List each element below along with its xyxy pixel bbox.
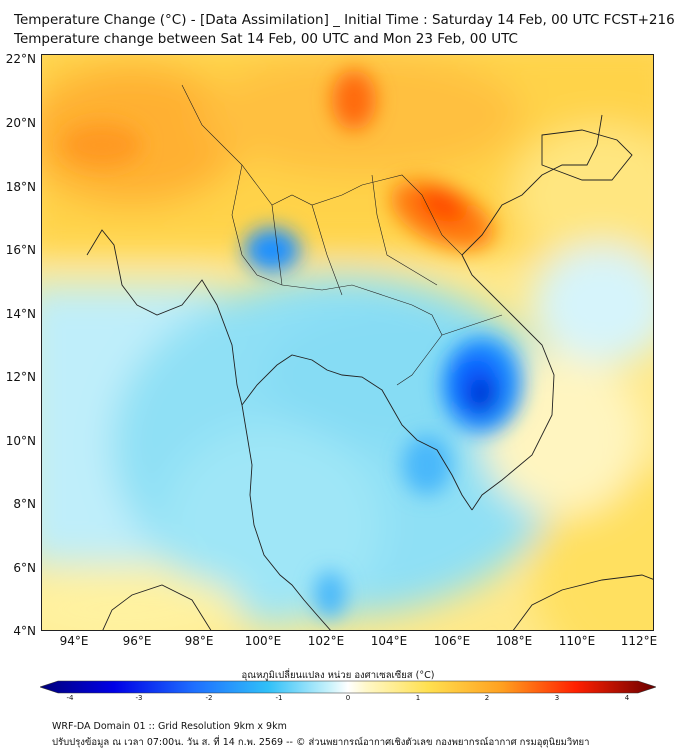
- lat-tick-label: 14°N: [5, 307, 36, 321]
- colorbar-tick-label: 2: [484, 694, 490, 702]
- lat-tick-label: 20°N: [5, 116, 36, 130]
- colorbar-tick-label: 1: [415, 694, 421, 702]
- coastlines: [86, 114, 653, 630]
- colorbar-tick-label: -4: [66, 694, 74, 702]
- lon-tick-label: 94°E: [59, 634, 89, 648]
- lat-tick-label: 6°N: [13, 561, 36, 575]
- lon-tick-label: 106°E: [433, 634, 471, 648]
- colorbar: [40, 680, 656, 694]
- lon-tick-label: 104°E: [370, 634, 408, 648]
- lon-tick-label: 110°E: [558, 634, 596, 648]
- footer-model-info: WRF-DA Domain 01 :: Grid Resolution 9km …: [52, 721, 287, 732]
- colorbar-tick-label: -2: [205, 694, 213, 702]
- colorbar-title: อุณหภูมิเปลี่ยนแปลง หน่วย องศาเซลเซียส (…: [241, 670, 435, 681]
- borders: [181, 84, 503, 386]
- chart-subtitle: Temperature change between Sat 14 Feb, 0…: [14, 31, 518, 47]
- lon-tick-label: 96°E: [122, 634, 152, 648]
- lat-tick-label: 22°N: [5, 52, 36, 66]
- temperature-extremes: [62, 70, 522, 619]
- lon-tick-label: 112°E: [620, 634, 658, 648]
- lon-tick-label: 108°E: [495, 634, 533, 648]
- lat-tick-label: 12°N: [5, 370, 36, 384]
- colorbar-gradient: [40, 680, 656, 694]
- chart-title: Temperature Change (°C) - [Data Assimila…: [14, 12, 675, 28]
- lat-tick-label: 10°N: [5, 434, 36, 448]
- lat-tick-label: 4°N: [13, 624, 36, 638]
- footer-credit: ปรับปรุงข้อมูล ณ เวลา 07:00น. วัน ส. ที่…: [52, 737, 590, 748]
- temperature-change-map[interactable]: [41, 54, 654, 631]
- colorbar-tick-label: 3: [554, 694, 560, 702]
- lon-tick-label: 102°E: [307, 634, 345, 648]
- colorbar-tick-label: 4: [624, 694, 630, 702]
- colorbar-tick-label: -1: [275, 694, 283, 702]
- lon-tick-label: 98°E: [184, 634, 214, 648]
- colorbar-tick-label: -3: [135, 694, 143, 702]
- map-canvas: [42, 55, 653, 630]
- lat-tick-label: 18°N: [5, 180, 36, 194]
- lon-tick-label: 100°E: [244, 634, 282, 648]
- lat-tick-label: 16°N: [5, 243, 36, 257]
- lat-tick-label: 8°N: [13, 497, 36, 511]
- colorbar-tick-label: 0: [345, 694, 351, 702]
